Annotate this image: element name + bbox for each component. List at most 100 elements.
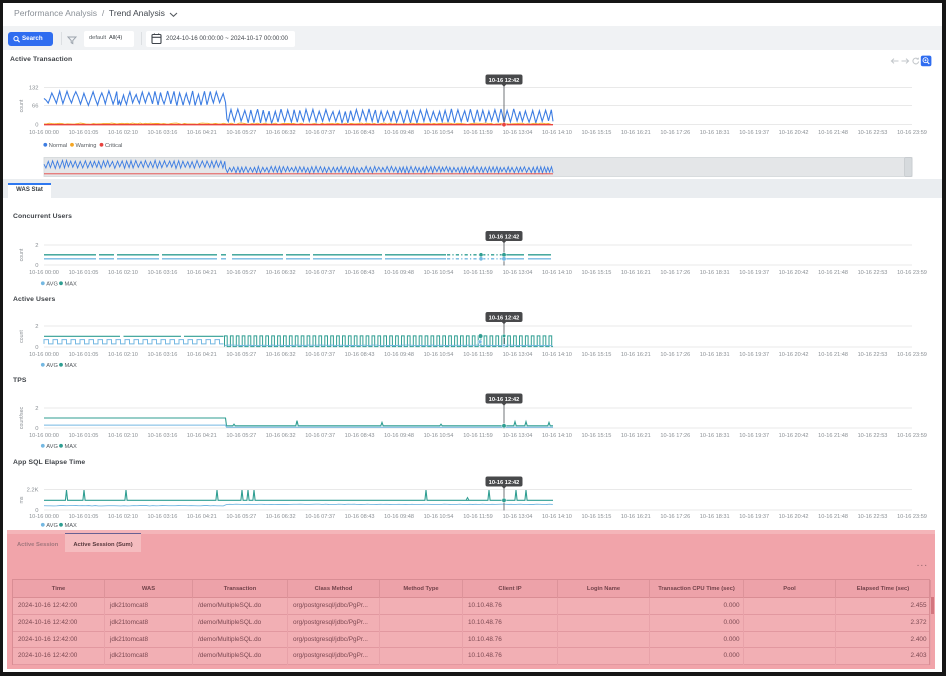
svg-text:10-16 13:04: 10-16 13:04 [503, 352, 533, 358]
svg-text:10-16 11:59: 10-16 11:59 [463, 433, 492, 439]
svg-text:10-16 14:10: 10-16 14:10 [542, 433, 572, 439]
svg-text:10-16 14:10: 10-16 14:10 [542, 270, 572, 276]
svg-text:0: 0 [35, 426, 38, 432]
svg-text:10-16 21:48: 10-16 21:48 [818, 270, 848, 276]
svg-text:10-16 15:15: 10-16 15:15 [581, 352, 611, 358]
svg-text:10-16 15:15: 10-16 15:15 [581, 130, 611, 136]
svg-text:MAX: MAX [65, 363, 78, 369]
svg-text:10-16 14:10: 10-16 14:10 [542, 352, 572, 358]
svg-text:10-16 20:42: 10-16 20:42 [779, 433, 809, 439]
svg-text:10-16 08:43: 10-16 08:43 [345, 130, 375, 136]
svg-text:10-16 22:53: 10-16 22:53 [858, 130, 888, 136]
svg-text:10-16 09:48: 10-16 09:48 [384, 130, 414, 136]
svg-text:10-16 12:42: 10-16 12:42 [489, 78, 520, 84]
svg-text:10-16 12:42: 10-16 12:42 [489, 315, 520, 321]
svg-text:10-16 12:42: 10-16 12:42 [489, 480, 520, 486]
svg-text:10-16 14:10: 10-16 14:10 [542, 130, 572, 136]
svg-text:10-16 00:00: 10-16 00:00 [29, 433, 59, 439]
svg-text:10-16 21:48: 10-16 21:48 [818, 130, 848, 136]
svg-text:10-16 05:27: 10-16 05:27 [226, 352, 256, 358]
svg-text:10-16 08:43: 10-16 08:43 [345, 352, 375, 358]
svg-text:10-16 07:37: 10-16 07:37 [305, 130, 335, 136]
svg-text:10-16 14:10: 10-16 14:10 [542, 514, 572, 520]
svg-text:10-16 20:42: 10-16 20:42 [779, 130, 809, 136]
svg-text:10-16 07:37: 10-16 07:37 [305, 352, 335, 358]
svg-text:10-16 22:53: 10-16 22:53 [858, 352, 888, 358]
svg-text:10-16 10:54: 10-16 10:54 [424, 130, 454, 136]
svg-text:ms: ms [19, 496, 25, 503]
svg-text:10-16 18:31: 10-16 18:31 [700, 270, 730, 276]
svg-text:10-16 04:21: 10-16 04:21 [187, 433, 217, 439]
svg-text:10-16 01:05: 10-16 01:05 [69, 514, 99, 520]
svg-text:MAX: MAX [65, 282, 78, 288]
svg-text:10-16 16:21: 10-16 16:21 [621, 514, 651, 520]
svg-text:10-16 00:00: 10-16 00:00 [29, 130, 59, 136]
svg-text:Critical: Critical [105, 143, 122, 149]
svg-text:10-16 01:05: 10-16 01:05 [69, 352, 99, 358]
svg-text:10-16 00:00: 10-16 00:00 [29, 514, 59, 520]
svg-text:10-16 20:42: 10-16 20:42 [779, 514, 809, 520]
svg-text:10-16 06:32: 10-16 06:32 [266, 270, 296, 276]
svg-text:10-16 17:26: 10-16 17:26 [660, 352, 690, 358]
svg-text:2: 2 [35, 406, 38, 412]
svg-text:10-16 05:27: 10-16 05:27 [226, 130, 256, 136]
svg-text:10-16 02:10: 10-16 02:10 [108, 270, 138, 276]
svg-text:10-16 02:10: 10-16 02:10 [108, 514, 138, 520]
svg-text:10-16 16:21: 10-16 16:21 [621, 270, 651, 276]
svg-text:10-16 17:26: 10-16 17:26 [660, 130, 690, 136]
svg-text:10-16 23:59: 10-16 23:59 [897, 270, 927, 276]
svg-text:10-16 05:27: 10-16 05:27 [226, 270, 256, 276]
svg-text:count/sec: count/sec [19, 406, 25, 429]
svg-text:2: 2 [35, 324, 38, 330]
svg-text:10-16 06:32: 10-16 06:32 [266, 352, 296, 358]
svg-text:10-16 12:42: 10-16 12:42 [489, 234, 520, 240]
svg-text:10-16 19:37: 10-16 19:37 [739, 433, 769, 439]
svg-text:count: count [19, 99, 25, 112]
svg-text:10-16 04:21: 10-16 04:21 [187, 130, 217, 136]
svg-text:AVG: AVG [46, 523, 58, 529]
svg-text:10-16 09:48: 10-16 09:48 [384, 352, 414, 358]
svg-text:10-16 23:59: 10-16 23:59 [897, 130, 927, 136]
svg-text:10-16 19:37: 10-16 19:37 [739, 352, 769, 358]
svg-text:10-16 17:26: 10-16 17:26 [660, 433, 690, 439]
svg-text:10-16 03:16: 10-16 03:16 [147, 433, 177, 439]
svg-text:10-16 05:27: 10-16 05:27 [226, 433, 256, 439]
svg-text:10-16 16:21: 10-16 16:21 [621, 130, 651, 136]
svg-text:10-16 03:16: 10-16 03:16 [147, 514, 177, 520]
svg-text:10-16 00:00: 10-16 00:00 [29, 270, 59, 276]
svg-text:66: 66 [32, 104, 38, 110]
svg-text:10-16 13:04: 10-16 13:04 [503, 130, 533, 136]
svg-text:Warning: Warning [76, 143, 97, 149]
svg-text:10-16 19:37: 10-16 19:37 [739, 514, 769, 520]
svg-text:132: 132 [29, 86, 39, 92]
svg-text:10-16 15:15: 10-16 15:15 [581, 270, 611, 276]
svg-text:10-16 04:21: 10-16 04:21 [187, 514, 217, 520]
svg-text:10-16 10:54: 10-16 10:54 [424, 270, 454, 276]
svg-text:10-16 23:59: 10-16 23:59 [897, 352, 927, 358]
svg-text:0: 0 [35, 508, 38, 514]
svg-text:10-16 05:27: 10-16 05:27 [226, 514, 256, 520]
svg-text:2.2K: 2.2K [27, 488, 39, 494]
svg-text:10-16 01:05: 10-16 01:05 [69, 130, 99, 136]
svg-text:10-16 15:15: 10-16 15:15 [581, 433, 611, 439]
svg-text:10-16 18:31: 10-16 18:31 [700, 130, 730, 136]
svg-text:10-16 20:42: 10-16 20:42 [779, 270, 809, 276]
svg-text:10-16 11:59: 10-16 11:59 [463, 352, 492, 358]
svg-text:10-16 06:32: 10-16 06:32 [266, 433, 296, 439]
svg-text:10-16 13:04: 10-16 13:04 [503, 514, 533, 520]
svg-text:10-16 06:32: 10-16 06:32 [266, 130, 296, 136]
svg-text:0: 0 [35, 123, 38, 129]
svg-text:10-16 16:21: 10-16 16:21 [621, 433, 651, 439]
svg-text:10-16 13:04: 10-16 13:04 [503, 433, 533, 439]
svg-text:10-16 11:59: 10-16 11:59 [463, 514, 492, 520]
svg-text:10-16 03:16: 10-16 03:16 [147, 352, 177, 358]
svg-text:10-16 07:37: 10-16 07:37 [305, 270, 335, 276]
svg-text:10-16 00:00: 10-16 00:00 [29, 352, 59, 358]
svg-text:count: count [19, 330, 25, 343]
svg-text:MAX: MAX [65, 523, 78, 529]
svg-text:2: 2 [35, 243, 38, 249]
svg-text:10-16 09:48: 10-16 09:48 [384, 270, 414, 276]
svg-text:AVG: AVG [46, 363, 58, 369]
svg-text:10-16 01:05: 10-16 01:05 [69, 433, 99, 439]
svg-text:10-16 02:10: 10-16 02:10 [108, 433, 138, 439]
